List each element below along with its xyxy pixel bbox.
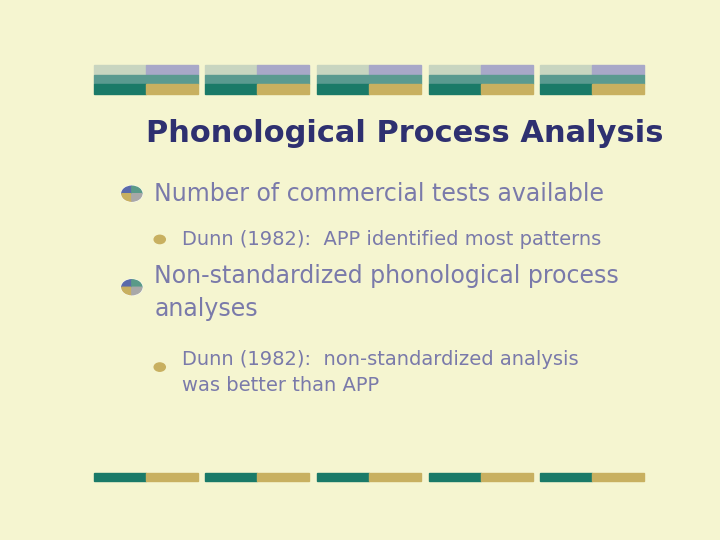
Wedge shape (122, 186, 132, 194)
Bar (593, 84, 644, 94)
Bar (258, 473, 310, 481)
Bar (205, 84, 258, 94)
Wedge shape (122, 280, 132, 287)
Bar (540, 65, 593, 75)
Bar (369, 84, 421, 94)
Wedge shape (122, 287, 132, 295)
Bar (593, 65, 644, 75)
Bar (481, 65, 533, 75)
Bar (481, 473, 533, 481)
Bar (94, 84, 145, 94)
Bar (428, 473, 481, 481)
Wedge shape (122, 194, 132, 201)
Bar (145, 84, 198, 94)
Bar (369, 473, 421, 481)
Bar (428, 84, 481, 94)
Bar (205, 65, 258, 75)
Text: Dunn (1982):  non-standardized analysis
was better than APP: Dunn (1982): non-standardized analysis w… (182, 350, 579, 395)
Bar (369, 65, 421, 75)
Bar (540, 84, 593, 94)
Bar (145, 65, 198, 75)
Bar (593, 473, 644, 481)
Wedge shape (132, 186, 142, 194)
Bar (428, 75, 533, 84)
Bar (317, 473, 369, 481)
Bar (540, 473, 593, 481)
Wedge shape (132, 280, 142, 287)
Bar (317, 65, 369, 75)
Circle shape (121, 186, 143, 201)
Bar (258, 84, 310, 94)
Bar (205, 75, 310, 84)
Text: Dunn (1982):  APP identified most patterns: Dunn (1982): APP identified most pattern… (182, 230, 601, 249)
Text: Number of commercial tests available: Number of commercial tests available (154, 181, 604, 206)
Bar (94, 75, 198, 84)
Circle shape (154, 363, 166, 371)
Bar (540, 75, 644, 84)
Bar (145, 473, 198, 481)
Bar (205, 473, 258, 481)
Wedge shape (132, 287, 142, 295)
Circle shape (154, 235, 166, 244)
Bar (317, 84, 369, 94)
Circle shape (121, 279, 143, 295)
Wedge shape (132, 194, 142, 201)
Bar (258, 65, 310, 75)
Bar (94, 65, 145, 75)
Bar (94, 473, 145, 481)
Bar (481, 84, 533, 94)
Bar (428, 65, 481, 75)
Text: Non-standardized phonological process
analyses: Non-standardized phonological process an… (154, 264, 619, 321)
Text: Phonological Process Analysis: Phonological Process Analysis (145, 119, 663, 148)
Bar (317, 75, 421, 84)
